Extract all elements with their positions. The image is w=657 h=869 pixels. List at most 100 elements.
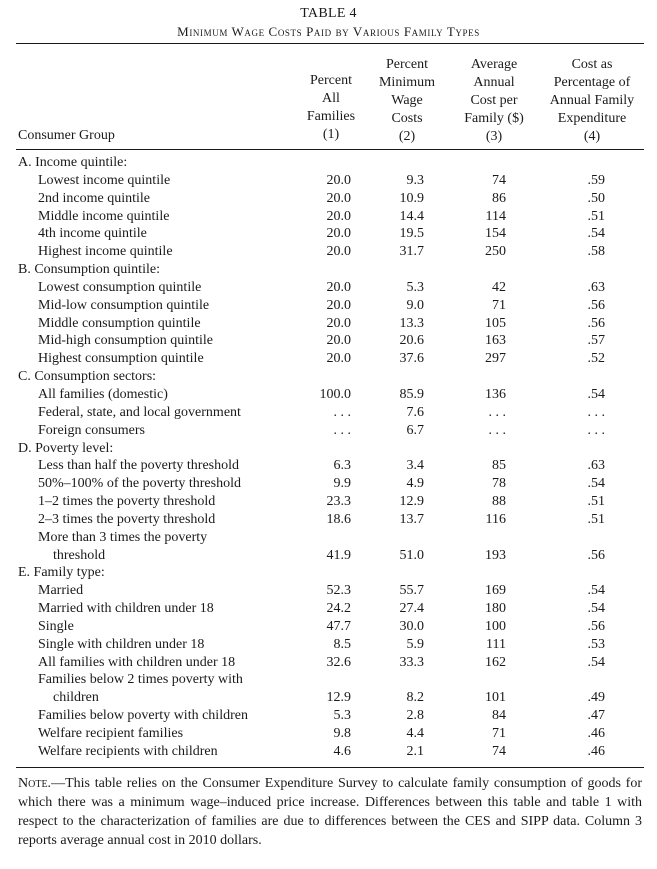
table-note: Note.—This table relies on the Consumer … (18, 774, 642, 850)
row-label: E. Family type: (18, 565, 105, 581)
row-label: All families with children under 18 (38, 654, 236, 670)
table-row: Foreign consumers . . . 6.7 . . . . . . (0, 422, 657, 440)
row-label: Mid-low consumption quintile (38, 297, 210, 313)
note-text: —This table relies on the Consumer Expen… (18, 776, 642, 848)
column-header-1: Percent All Families (1) (306, 73, 356, 142)
cell-col-1: 8.5 (333, 636, 352, 652)
column-header-3: Average Annual Cost per Family ($) (3) (464, 57, 524, 144)
row-label: 2–3 times the poverty threshold (38, 511, 216, 527)
cell-col-2: 2.8 (406, 708, 425, 724)
cell-col-2: 9.0 (406, 297, 425, 313)
cell-col-4: .63 (587, 458, 606, 474)
cell-col-3: 84 (492, 708, 506, 724)
cell-col-3: . . . (488, 404, 507, 420)
cell-col-1: 20.0 (326, 208, 352, 224)
cell-col-2: 4.9 (406, 476, 425, 492)
cell-col-4: .56 (587, 618, 606, 634)
table-row: Highest income quintile 20.0 31.7 250 .58 (0, 243, 657, 261)
row-label: Highest consumption quintile (38, 351, 204, 367)
table-row: More than 3 times the poverty (0, 529, 657, 547)
cell-col-3: 136 (485, 386, 506, 402)
cell-col-3: . . . (488, 422, 507, 438)
cell-col-2: 19.5 (399, 226, 425, 242)
top-rule (16, 43, 644, 44)
table-row: Federal, state, and local government . . … (0, 404, 657, 422)
cell-col-4: .46 (587, 743, 606, 759)
cell-col-2: 31.7 (399, 244, 425, 260)
cell-col-4: .54 (587, 476, 606, 492)
cell-col-2: 6.7 (406, 422, 425, 438)
row-label: 4th income quintile (38, 226, 147, 242)
cell-col-4: . . . (587, 404, 606, 420)
cell-col-4: .51 (587, 494, 606, 510)
cell-col-2: 9.3 (406, 172, 425, 188)
table-row: Welfare recipients with children 4.6 2.1 74… (0, 743, 657, 761)
row-label: More than 3 times the poverty (38, 529, 208, 545)
cell-col-4: .50 (587, 190, 606, 206)
cell-col-4: .54 (587, 386, 606, 402)
row-label: Single (38, 618, 74, 634)
cell-col-1: 18.6 (326, 511, 352, 527)
cell-col-3: 88 (492, 494, 506, 510)
table-row: Lowest consumption quintile 20.0 5.3 42 .63 (0, 279, 657, 297)
table-row: Married with children under 18 24.2 27.4 18… (0, 600, 657, 618)
cell-col-4: .57 (587, 333, 606, 349)
cell-col-4: .49 (587, 690, 606, 706)
table-row: Mid-high consumption quintile 20.0 20.6 163… (0, 332, 657, 350)
cell-col-1: 4.6 (333, 743, 352, 759)
cell-col-1: . . . (333, 404, 352, 420)
cell-col-1: 20.0 (326, 315, 352, 331)
cell-col-3: 154 (485, 226, 506, 242)
row-label: Middle income quintile (38, 208, 170, 224)
cell-col-1: 52.3 (326, 583, 352, 599)
cell-col-4: .56 (587, 547, 606, 563)
cell-col-2: 51.0 (399, 547, 425, 563)
cell-col-3: 180 (485, 601, 506, 617)
table-row: 2–3 times the poverty threshold 18.6 13.7 1… (0, 511, 657, 529)
row-label: Families below poverty with children (38, 708, 248, 724)
section-row: D. Poverty level: (0, 440, 657, 458)
cell-col-1: . . . (333, 422, 352, 438)
cell-col-2: 14.4 (399, 208, 425, 224)
cell-col-1: 20.0 (326, 333, 352, 349)
cell-col-3: 162 (485, 654, 506, 670)
cell-col-3: 114 (485, 208, 506, 224)
cell-col-2: 3.4 (406, 458, 425, 474)
cell-col-1: 100.0 (319, 386, 352, 402)
table-row: Highest consumption quintile 20.0 37.6 297.… (0, 350, 657, 368)
row-label: Welfare recipients with children (38, 743, 218, 759)
cell-col-3: 163 (485, 333, 506, 349)
table-row: Middle consumption quintile 20.0 13.3 105 .5… (0, 315, 657, 333)
cell-col-3: 78 (492, 476, 506, 492)
column-header-group: Consumer Group (18, 128, 115, 143)
cell-col-2: 20.6 (399, 333, 425, 349)
cell-col-1: 20.0 (326, 297, 352, 313)
section-row: C. Consumption sectors: (0, 368, 657, 386)
column-header-2: Percent Minimum Wage Costs (2) (378, 57, 435, 144)
cell-col-1: 24.2 (326, 601, 352, 617)
cell-col-1: 32.6 (326, 654, 352, 670)
cell-col-4: . . . (587, 422, 606, 438)
cell-col-2: 37.6 (399, 351, 425, 367)
row-label: threshold (53, 547, 106, 563)
table-row: 1–2 times the poverty threshold 23.3 12.9 8… (0, 493, 657, 511)
cell-col-4: .53 (587, 636, 606, 652)
cell-col-3: 85 (492, 458, 506, 474)
table-row: Mid-low consumption quintile 20.0 9.0 71 .56 (0, 297, 657, 315)
row-label: children (53, 690, 99, 706)
cell-col-1: 20.0 (326, 172, 352, 188)
cell-col-4: .52 (587, 351, 606, 367)
column-header-4: Cost as Percentage of Annual Family Expe… (549, 57, 635, 144)
cell-col-4: .58 (587, 244, 606, 260)
cell-col-3: 297 (485, 351, 506, 367)
table-row: 50%–100% of the poverty threshold 9.9 4.9 7… (0, 475, 657, 493)
row-label: B. Consumption quintile: (18, 262, 160, 278)
table-number: TABLE 4 (300, 6, 357, 21)
row-label: Mid-high consumption quintile (38, 333, 213, 349)
row-label: Middle consumption quintile (38, 315, 201, 331)
row-label: Foreign consumers (38, 422, 145, 438)
row-label: A. Income quintile: (18, 155, 128, 170)
cell-col-3: 169 (485, 583, 506, 599)
cell-col-1: 20.0 (326, 351, 352, 367)
row-label: 2nd income quintile (38, 190, 150, 206)
